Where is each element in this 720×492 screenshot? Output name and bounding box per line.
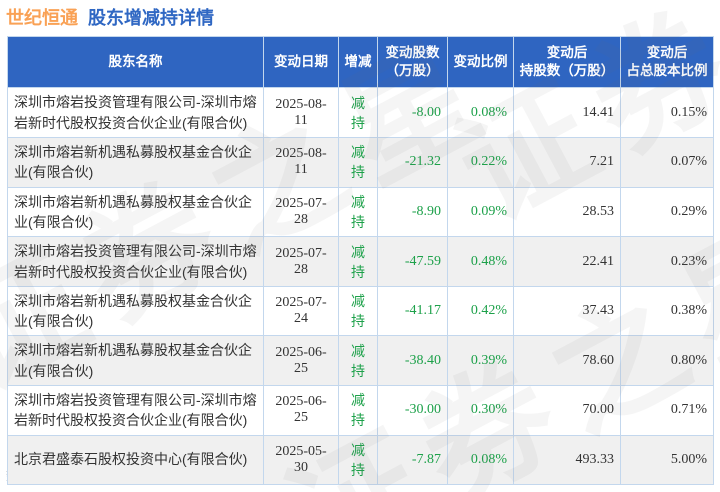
table-row: 深圳市熔岩新机遇私募股权基金合伙企业(有限合伙) 2025-08-11 减持 -…: [7, 137, 714, 188]
table-header-row: 股东名称 变动日期 增减 变动股数 （万股） 变动比例 变动后 持股数（万股） …: [7, 35, 714, 89]
cell-shareholder-name: 深圳市熔岩新机遇私募股权基金合伙企业(有限合伙): [7, 285, 264, 337]
cell-change-shares: -30.00: [377, 385, 448, 436]
cell-change-ratio: 0.08%: [447, 87, 514, 139]
cell-change-date: 2025-08-11: [263, 137, 339, 188]
cell-change-ratio: 0.09%: [447, 186, 514, 238]
cell-shareholder-name: 深圳市熔岩投资管理有限公司-深圳市熔岩新时代股权投资合伙企业(有限合伙): [7, 87, 264, 139]
cell-after-shares: 7.21: [513, 137, 621, 188]
cell-after-shares: 28.53: [513, 186, 621, 238]
cell-after-ratio: 0.71%: [620, 385, 714, 436]
header-shareholder-name: 股东名称: [7, 35, 264, 89]
cell-action: 减持: [338, 335, 378, 386]
cell-change-ratio: 0.22%: [447, 137, 514, 188]
cell-change-date: 2025-07-28: [263, 236, 339, 287]
cell-shareholder-name: 深圳市熔岩新机遇私募股权基金合伙企业(有限合伙): [7, 335, 264, 386]
cell-after-shares: 78.60: [513, 335, 621, 386]
cell-after-ratio: 0.38%: [620, 285, 714, 337]
cell-after-ratio: 0.23%: [620, 236, 714, 287]
header-after-ratio: 变动后 占总股本比例: [620, 35, 714, 89]
cell-action: 减持: [338, 137, 378, 188]
cell-action: 减持: [338, 385, 378, 436]
cell-change-shares: -41.17: [377, 285, 448, 337]
cell-shareholder-name: 深圳市熔岩新机遇私募股权基金合伙企业(有限合伙): [7, 137, 264, 188]
cell-change-date: 2025-05-30: [263, 434, 339, 485]
cell-shareholder-name: 深圳市熔岩新机遇私募股权基金合伙企业(有限合伙): [7, 186, 264, 238]
table-row: 深圳市熔岩投资管理有限公司-深圳市熔岩新时代股权投资合伙企业(有限合伙) 202…: [7, 87, 714, 139]
header-change-shares: 变动股数 （万股）: [377, 35, 448, 89]
cell-action: 减持: [338, 285, 378, 337]
cell-change-date: 2025-06-25: [263, 335, 339, 386]
cell-change-shares: -8.90: [377, 186, 448, 238]
cell-change-ratio: 0.39%: [447, 335, 514, 386]
cell-change-date: 2025-06-25: [263, 385, 339, 436]
cell-change-ratio: 0.30%: [447, 385, 514, 436]
cell-change-shares: -47.59: [377, 236, 448, 287]
cell-change-ratio: 0.08%: [447, 434, 514, 485]
table-row: 深圳市熔岩投资管理有限公司-深圳市熔岩新时代股权投资合伙企业(有限合伙) 202…: [7, 385, 714, 436]
cell-after-ratio: 0.15%: [620, 87, 714, 139]
cell-action: 减持: [338, 434, 378, 485]
cell-shareholder-name: 北京君盛泰石股权投资中心(有限合伙): [7, 434, 264, 485]
cell-after-ratio: 5.00%: [620, 434, 714, 485]
page-subtitle: 股东增减持详情: [88, 8, 214, 28]
table-header: 股东名称 变动日期 增减 变动股数 （万股） 变动比例 变动后 持股数（万股） …: [7, 35, 714, 89]
cell-change-ratio: 0.42%: [447, 285, 514, 337]
cell-shareholder-name: 深圳市熔岩投资管理有限公司-深圳市熔岩新时代股权投资合伙企业(有限合伙): [7, 385, 264, 436]
stock-name: 世纪恒通: [6, 8, 78, 28]
table-body: 深圳市熔岩投资管理有限公司-深圳市熔岩新时代股权投资合伙企业(有限合伙) 202…: [7, 87, 714, 485]
table-row: 深圳市熔岩投资管理有限公司-深圳市熔岩新时代股权投资合伙企业(有限合伙) 202…: [7, 236, 714, 287]
cell-change-date: 2025-08-11: [263, 87, 339, 139]
cell-action: 减持: [338, 186, 378, 238]
cell-after-shares: 22.41: [513, 236, 621, 287]
table-row: 北京君盛泰石股权投资中心(有限合伙) 2025-05-30 减持 -7.87 0…: [7, 434, 714, 485]
cell-change-shares: -38.40: [377, 335, 448, 386]
cell-change-date: 2025-07-28: [263, 186, 339, 238]
table-row: 深圳市熔岩新机遇私募股权基金合伙企业(有限合伙) 2025-07-24 减持 -…: [7, 285, 714, 337]
cell-after-ratio: 0.07%: [620, 137, 714, 188]
header-change-date: 变动日期: [263, 35, 339, 89]
cell-action: 减持: [338, 87, 378, 139]
page-title: 世纪恒通 股东增减持详情: [6, 4, 214, 30]
cell-change-shares: -8.00: [377, 87, 448, 139]
cell-shareholder-name: 深圳市熔岩投资管理有限公司-深圳市熔岩新时代股权投资合伙企业(有限合伙): [7, 236, 264, 287]
table-row: 深圳市熔岩新机遇私募股权基金合伙企业(有限合伙) 2025-07-28 减持 -…: [7, 186, 714, 238]
cell-after-shares: 70.00: [513, 385, 621, 436]
header-change-ratio: 变动比例: [447, 35, 514, 89]
cell-change-date: 2025-07-24: [263, 285, 339, 337]
cell-change-shares: -7.87: [377, 434, 448, 485]
cell-action: 减持: [338, 236, 378, 287]
header-action: 增减: [338, 35, 378, 89]
cell-after-shares: 493.33: [513, 434, 621, 485]
header-after-shares: 变动后 持股数（万股）: [513, 35, 621, 89]
cell-change-ratio: 0.48%: [447, 236, 514, 287]
cell-after-shares: 14.41: [513, 87, 621, 139]
cell-after-ratio: 0.80%: [620, 335, 714, 386]
cell-after-shares: 37.43: [513, 285, 621, 337]
table-row: 深圳市熔岩新机遇私募股权基金合伙企业(有限合伙) 2025-06-25 减持 -…: [7, 335, 714, 386]
cell-change-shares: -21.32: [377, 137, 448, 188]
shareholder-table: 股东名称 变动日期 增减 变动股数 （万股） 变动比例 变动后 持股数（万股） …: [7, 35, 714, 485]
cell-after-ratio: 0.29%: [620, 186, 714, 238]
